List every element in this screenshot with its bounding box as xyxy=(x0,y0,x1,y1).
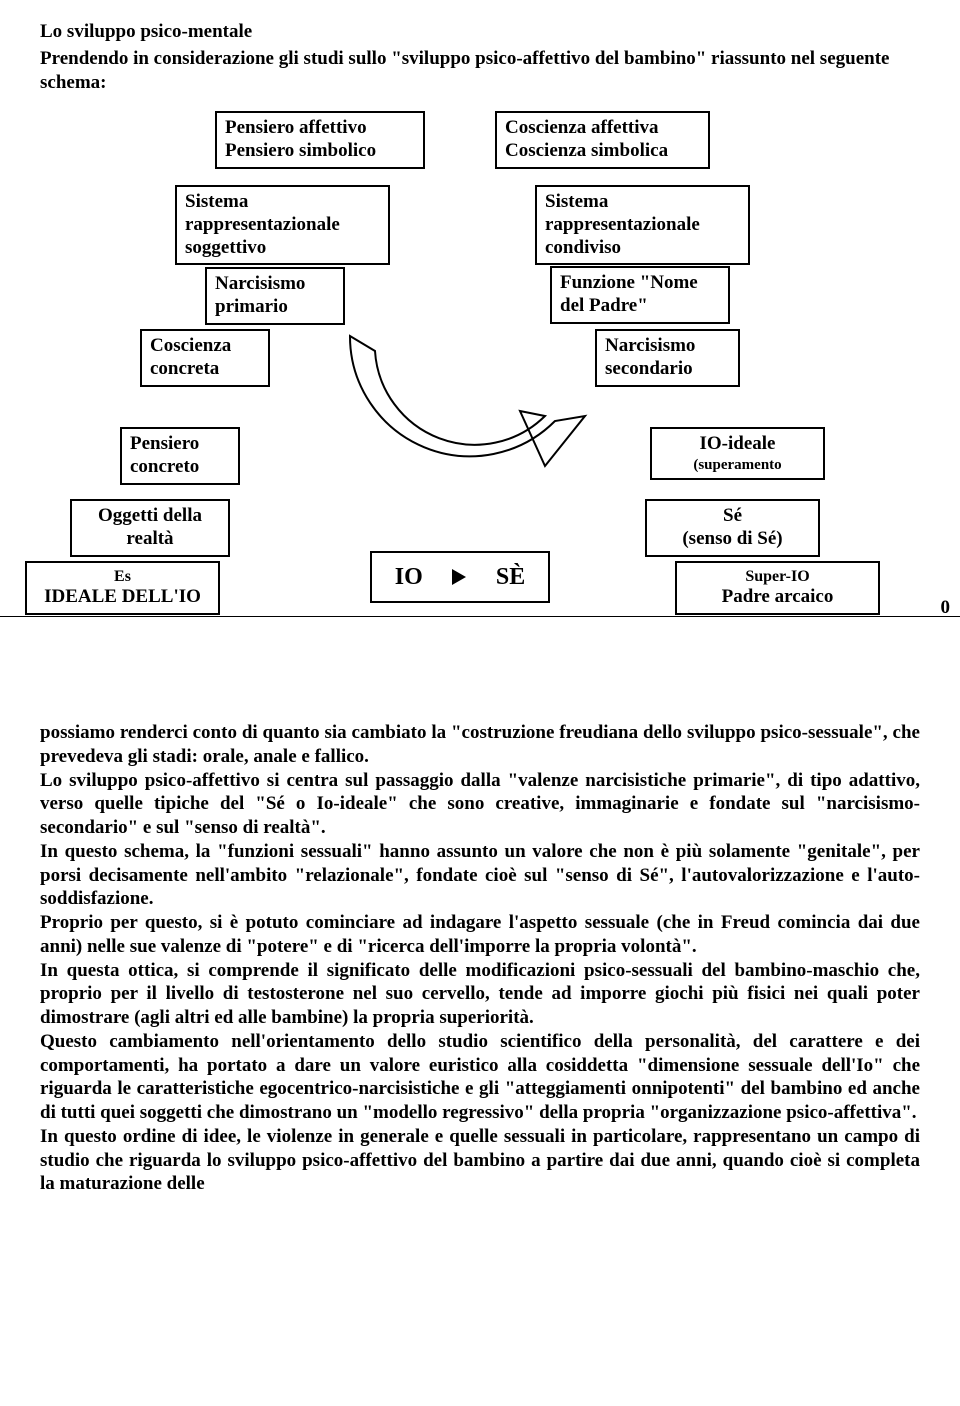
box-pensiero-affettivo: Pensiero affettivo Pensiero simbolico xyxy=(215,111,425,169)
box-line: concreto xyxy=(130,456,230,479)
box-line: IO-ideale xyxy=(660,433,815,456)
box-coscienza-affettiva: Coscienza affettiva Coscienza simbolica xyxy=(495,111,710,169)
box-line: Narcisismo xyxy=(605,335,730,358)
box-narcisismo-secondario: Narcisismo secondario xyxy=(595,329,740,387)
box-line: Sé xyxy=(655,505,810,528)
box-line: Coscienza affettiva xyxy=(505,117,700,140)
box-line: Super-IO xyxy=(685,567,870,586)
box-line: IDEALE DELL'IO xyxy=(35,586,210,609)
curve-arrow-icon xyxy=(320,306,620,546)
box-pensiero-concreto: Pensiero concreto xyxy=(120,427,240,485)
se-label: SÈ xyxy=(496,563,525,592)
box-funzione-nome: Funzione "Nome del Padre" xyxy=(550,266,730,324)
box-line: secondario xyxy=(605,358,730,381)
box-line: Pensiero simbolico xyxy=(225,140,415,163)
box-line: Narcisismo xyxy=(215,273,335,296)
box-line: Padre arcaico xyxy=(685,586,870,609)
box-line: Sistema xyxy=(185,191,380,214)
body-text: possiamo renderci conto di quanto sia ca… xyxy=(40,721,920,1196)
paragraph: Proprio per questo, si è potuto comincia… xyxy=(40,911,920,959)
box-line: realtà xyxy=(80,528,220,551)
box-line: Pensiero affettivo xyxy=(225,117,415,140)
box-se: Sé (senso di Sé) xyxy=(645,499,820,557)
paragraph: In questo ordine di idee, le violenze in… xyxy=(40,1125,920,1196)
paragraph: Lo sviluppo psico-affettivo si centra su… xyxy=(40,769,920,840)
box-line: Oggetti della xyxy=(80,505,220,528)
box-line: concreta xyxy=(150,358,260,381)
box-coscienza-concreta: Coscienza concreta xyxy=(140,329,270,387)
box-line: (senso di Sé) xyxy=(655,528,810,551)
box-line: (superamento xyxy=(660,456,815,474)
box-line: Sistema xyxy=(545,191,740,214)
diagram-container: Pensiero affettivo Pensiero simbolico Co… xyxy=(40,111,920,701)
box-line: Pensiero xyxy=(130,433,230,456)
paragraph: Questo cambiamento nell'orientamento del… xyxy=(40,1030,920,1125)
paragraph: In questo schema, la "funzioni sessuali"… xyxy=(40,840,920,911)
box-super-io: Super-IO Padre arcaico xyxy=(675,561,880,615)
box-sistema-condiviso: Sistema rappresentazionale condiviso xyxy=(535,185,750,265)
box-line: Es xyxy=(35,567,210,586)
box-line: primario xyxy=(215,296,335,319)
arrow-right-icon xyxy=(452,569,466,585)
intro-text: Prendendo in considerazione gli studi su… xyxy=(40,47,920,96)
io-label: IO xyxy=(395,563,423,592)
box-line: Funzione "Nome xyxy=(560,272,720,295)
text-fragment: 0 xyxy=(941,596,951,621)
box-line: rappresentazionale xyxy=(545,214,740,237)
box-io-se: IO SÈ xyxy=(370,551,550,603)
page-title: Lo sviluppo psico-mentale xyxy=(40,20,920,45)
box-line: rappresentazionale xyxy=(185,214,380,237)
box-line: soggettivo xyxy=(185,237,380,260)
box-sistema-soggettivo: Sistema rappresentazionale soggettivo xyxy=(175,185,390,265)
box-line: Coscienza simbolica xyxy=(505,140,700,163)
box-oggetti-realta: Oggetti della realtà xyxy=(70,499,230,557)
divider-line xyxy=(0,616,960,617)
box-line: del Padre" xyxy=(560,295,720,318)
paragraph: In questa ottica, si comprende il signif… xyxy=(40,959,920,1030)
box-line: condiviso xyxy=(545,237,740,260)
box-line: Coscienza xyxy=(150,335,260,358)
box-es: Es IDEALE DELL'IO xyxy=(25,561,220,615)
box-narcisismo-primario: Narcisismo primario xyxy=(205,267,345,325)
paragraph: possiamo renderci conto di quanto sia ca… xyxy=(40,721,920,769)
box-io-ideale: IO-ideale (superamento xyxy=(650,427,825,480)
